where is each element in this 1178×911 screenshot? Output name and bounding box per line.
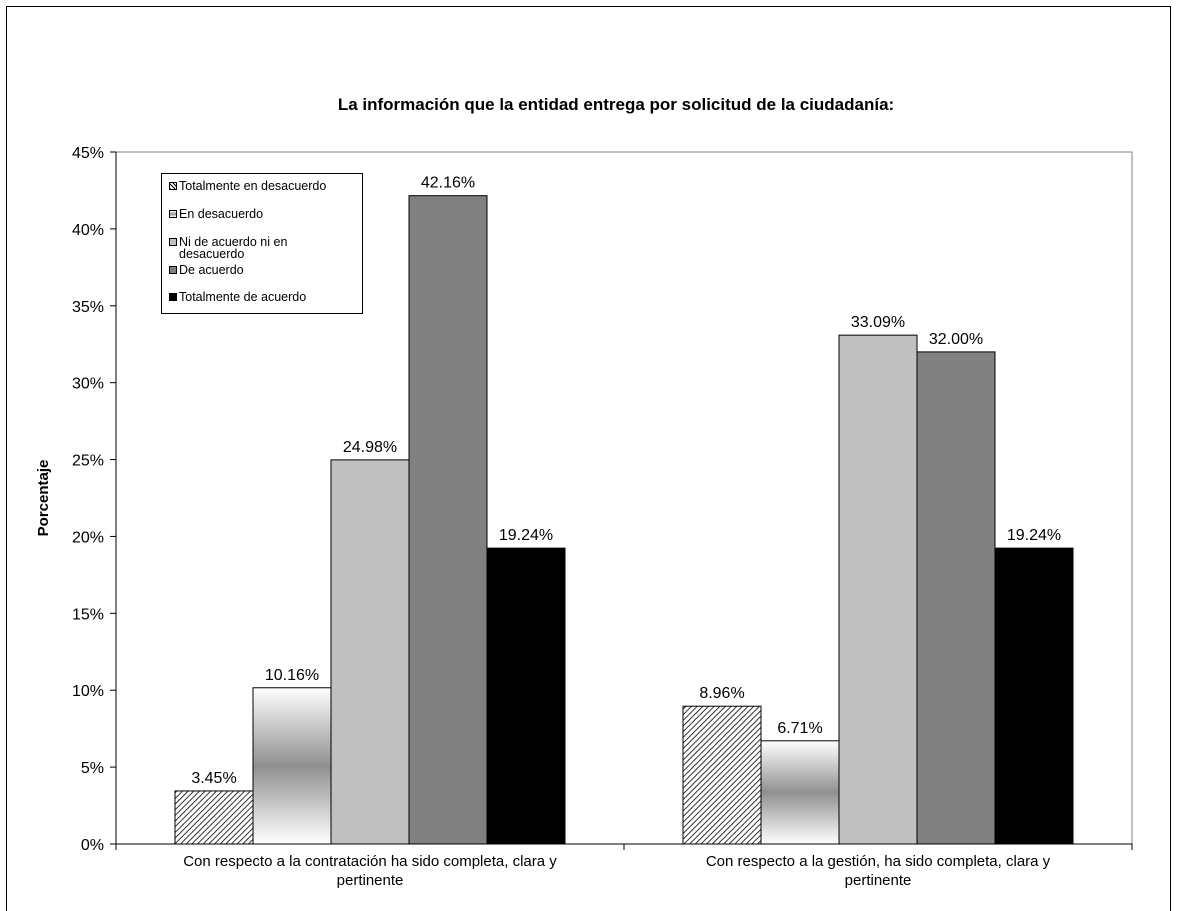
legend-label: En desacuerdo [179,208,263,220]
legend: Totalmente en desacuerdo En desacuerdo Ni … [161,173,363,314]
legend-label: De acuerdo [179,264,244,276]
legend-label: Totalmente de acuerdo [179,291,306,303]
data-label: 19.24% [1007,527,1061,544]
legend-item: De acuerdo [169,264,357,276]
data-label: 19.24% [499,527,553,544]
data-label: 6.71% [777,720,822,737]
legend-swatch [169,182,177,190]
y-tick-label: 25% [72,453,104,470]
data-label: 32.00% [929,331,983,348]
data-label: 3.45% [191,770,236,787]
y-tick-label: 5% [81,760,104,777]
bar [409,196,487,844]
chart-title: La información que la entidad entrega po… [338,95,894,114]
x-tick-label: Con respecto a la contratación ha sido c… [183,853,557,870]
legend-label: Totalmente en desacuerdo [179,180,326,192]
data-label: 10.16% [265,667,319,684]
bar [683,706,761,844]
legend-swatch [169,293,177,301]
bar [175,791,253,844]
bar [487,548,565,844]
bar [839,335,917,844]
legend-item: Ni de acuerdo ni en desacuerdo [169,236,357,260]
y-tick-label: 15% [72,606,104,623]
data-label: 33.09% [851,314,905,331]
y-axis-label: Porcentaje [35,460,52,537]
y-tick-label: 40% [72,222,104,239]
bar [917,352,995,844]
bar [761,741,839,844]
bar [995,548,1073,844]
y-tick-label: 20% [72,529,104,546]
legend-swatch [169,266,177,274]
data-label: 42.16% [421,175,475,192]
x-tick-label: pertinente [337,872,404,889]
y-tick-label: 10% [72,683,104,700]
bar [331,460,409,844]
legend-item: Totalmente de acuerdo [169,291,357,303]
y-tick-label: 0% [81,837,104,854]
bar [253,688,331,844]
data-label: 8.96% [699,685,744,702]
legend-item: Totalmente en desacuerdo [169,180,357,192]
data-label: 24.98% [343,439,397,456]
y-tick-label: 35% [72,299,104,316]
legend-swatch [169,238,177,246]
y-tick-label: 45% [72,145,104,162]
x-tick-label: Con respecto a la gestión, ha sido compl… [706,853,1051,870]
legend-swatch [169,210,177,218]
y-tick-label: 30% [72,376,104,393]
legend-item: En desacuerdo [169,208,357,220]
legend-label: Ni de acuerdo ni en desacuerdo [179,236,287,260]
x-tick-label: pertinente [845,872,912,889]
